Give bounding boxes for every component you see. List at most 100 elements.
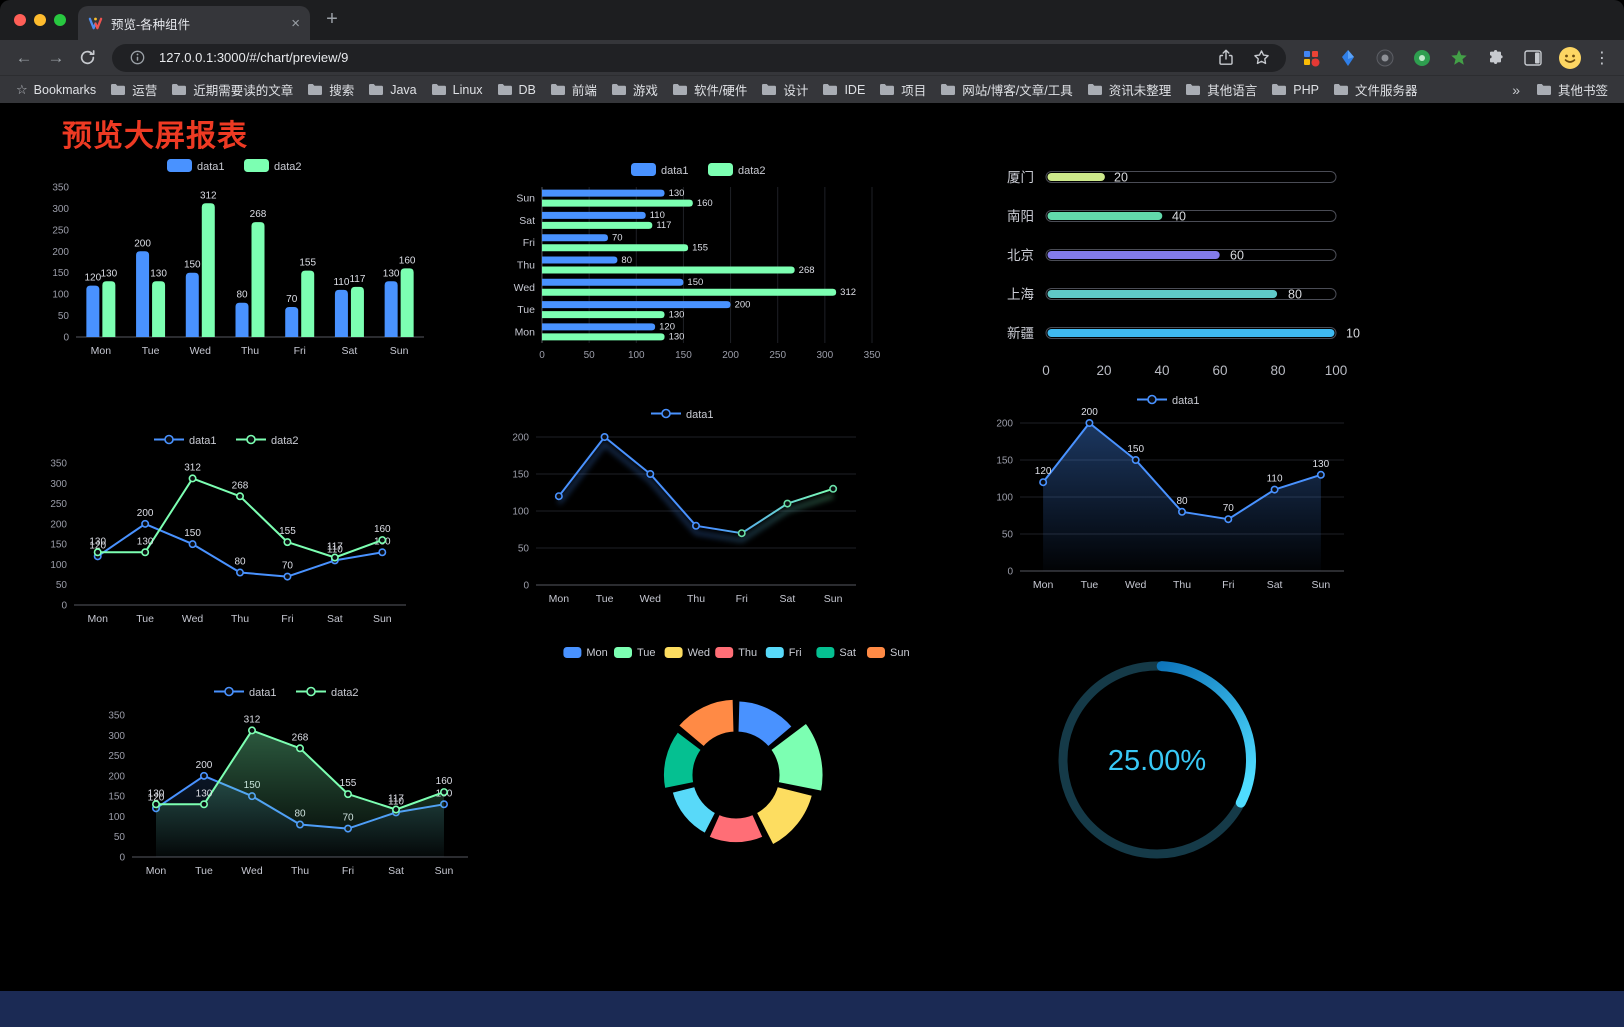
- address-bar[interactable]: 127.0.0.1:3000/#/chart/preview/9: [112, 43, 1286, 72]
- bookmark-folder[interactable]: 文件服务器: [1327, 77, 1424, 102]
- back-button[interactable]: ←: [15, 47, 33, 67]
- other-bookmarks[interactable]: 其他书签: [1530, 77, 1614, 102]
- bookmark-folder[interactable]: 近期需要读的文章: [165, 77, 299, 102]
- svg-text:Tue: Tue: [142, 345, 160, 357]
- svg-text:155: 155: [692, 243, 708, 254]
- bookmark-folder[interactable]: 网站/博客/文章/工具: [934, 77, 1078, 102]
- svg-text:Fri: Fri: [294, 345, 306, 357]
- svg-text:155: 155: [299, 258, 316, 269]
- svg-text:100: 100: [52, 290, 69, 301]
- window-zoom-button[interactable]: [54, 14, 66, 26]
- svg-text:Wed: Wed: [514, 282, 536, 294]
- bookmark-folder[interactable]: DB: [491, 80, 542, 100]
- bookmark-folder[interactable]: 搜索: [301, 77, 360, 102]
- svg-text:120: 120: [148, 792, 165, 803]
- svg-text:100: 100: [108, 812, 125, 823]
- svg-text:Mon: Mon: [1033, 579, 1054, 591]
- svg-text:160: 160: [399, 255, 416, 266]
- svg-text:150: 150: [184, 260, 201, 271]
- extensions-puzzle-icon[interactable]: [1483, 49, 1509, 67]
- window-close-button[interactable]: [14, 14, 26, 26]
- extension-green-star-icon[interactable]: [1446, 49, 1472, 67]
- svg-text:268: 268: [250, 209, 267, 220]
- forward-button[interactable]: →: [47, 47, 65, 67]
- folder-icon: [1272, 84, 1287, 95]
- bookmark-folder[interactable]: IDE: [816, 80, 871, 100]
- browser-tab[interactable]: 预览-各种组件 ×: [78, 6, 310, 40]
- new-tab-button[interactable]: +: [326, 8, 338, 30]
- svg-text:268: 268: [292, 732, 309, 743]
- bookmarks-manager-item[interactable]: ☆ Bookmarks: [10, 79, 102, 101]
- bookmark-folder[interactable]: Java: [362, 80, 422, 100]
- bookmark-folder[interactable]: 资讯未整理: [1081, 77, 1178, 102]
- reload-button[interactable]: [74, 49, 100, 66]
- site-info-icon[interactable]: [124, 50, 150, 65]
- folder-icon: [1186, 84, 1201, 95]
- bookmark-folder-label: DB: [518, 82, 536, 97]
- side-panel-icon[interactable]: [1520, 49, 1546, 66]
- svg-text:110: 110: [388, 796, 404, 807]
- svg-text:130: 130: [148, 788, 165, 799]
- share-icon[interactable]: [1213, 49, 1239, 66]
- bookmark-folder-label: IDE: [844, 82, 866, 97]
- bookmark-folder[interactable]: 其他语言: [1179, 77, 1263, 102]
- bookmarks-overflow-chevron[interactable]: »: [1512, 81, 1520, 98]
- bookmark-folder[interactable]: Linux: [425, 80, 489, 100]
- svg-text:130: 130: [669, 309, 685, 320]
- svg-text:250: 250: [52, 225, 69, 236]
- window-titlebar: 预览-各种组件 × +: [0, 0, 1624, 40]
- svg-text:Thu: Thu: [517, 260, 535, 272]
- bookmark-folder[interactable]: 运营: [104, 77, 163, 102]
- svg-text:50: 50: [58, 311, 70, 322]
- svg-text:80: 80: [234, 557, 246, 568]
- svg-text:350: 350: [52, 183, 69, 194]
- extension-kite-icon[interactable]: [1335, 49, 1361, 67]
- svg-text:data1: data1: [661, 165, 689, 177]
- svg-text:60: 60: [1230, 249, 1244, 263]
- window-minimize-button[interactable]: [34, 14, 46, 26]
- extension-dark-circle-icon[interactable]: [1372, 49, 1398, 67]
- bookmark-folder[interactable]: 游戏: [605, 77, 664, 102]
- svg-text:250: 250: [50, 499, 67, 510]
- svg-text:150: 150: [675, 350, 692, 361]
- svg-text:300: 300: [52, 204, 69, 215]
- tab-close-icon[interactable]: ×: [291, 14, 300, 32]
- profile-avatar[interactable]: [1557, 46, 1583, 70]
- svg-text:200: 200: [996, 419, 1013, 430]
- svg-text:130: 130: [669, 332, 685, 343]
- svg-text:155: 155: [279, 526, 296, 537]
- menu-kebab-icon[interactable]: ⋮: [1594, 49, 1610, 67]
- svg-text:Mon: Mon: [146, 865, 167, 877]
- page-footer-strip: [0, 991, 1624, 1027]
- svg-text:268: 268: [799, 265, 815, 276]
- extensions-area: ⋮: [1298, 46, 1614, 70]
- gauge-value-label: 25.00%: [1108, 745, 1206, 777]
- tab-favicon-icon: [88, 16, 103, 31]
- svg-text:Sun: Sun: [890, 647, 910, 659]
- svg-text:117: 117: [388, 794, 404, 805]
- bookmark-folder[interactable]: 设计: [755, 77, 814, 102]
- svg-text:150: 150: [184, 528, 201, 539]
- chart-canvas-progress: 厦门 20 南阳 40 北京 60 上海 80 新疆 100 0 20 40 60 80 100: [1007, 170, 1367, 378]
- svg-text:130: 130: [101, 268, 118, 279]
- extension-grid-icon[interactable]: [1298, 49, 1324, 67]
- svg-text:250: 250: [769, 350, 786, 361]
- folder-icon: [1087, 84, 1102, 95]
- svg-text:80: 80: [236, 290, 248, 301]
- svg-text:200: 200: [1081, 407, 1098, 418]
- svg-text:160: 160: [697, 198, 713, 209]
- bookmark-folder-label: 游戏: [632, 84, 658, 98]
- bookmark-folder[interactable]: 软件/硬件: [666, 77, 753, 102]
- folder-icon: [762, 84, 777, 95]
- extension-green-circle-icon[interactable]: [1409, 49, 1435, 67]
- svg-text:Mon: Mon: [586, 647, 607, 659]
- bookmark-star-icon[interactable]: [1248, 49, 1274, 66]
- bookmark-folder-label: 运营: [132, 84, 158, 98]
- bookmark-folder[interactable]: PHP: [1265, 80, 1325, 100]
- svg-text:20: 20: [1096, 363, 1111, 378]
- bookmark-folder[interactable]: 项目: [873, 77, 932, 102]
- bookmark-folder[interactable]: 前端: [544, 77, 603, 102]
- svg-text:Fri: Fri: [1222, 579, 1234, 591]
- chart-canvas-area-single: data1 0 50 100 150 200 Mon Tue Wed Thu Fri Sat Sun 12…: [996, 394, 1344, 591]
- svg-text:data1: data1: [1172, 395, 1200, 407]
